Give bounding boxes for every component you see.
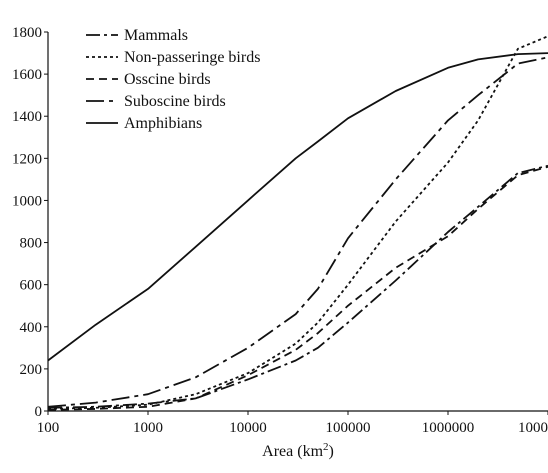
y-tick-label: 1000 <box>12 193 42 209</box>
x-tick-label: 10000000 <box>518 420 548 436</box>
y-tick-label: 800 <box>20 236 43 252</box>
x-tick-label: 1000 <box>133 420 163 436</box>
x-axis-label: Area (km2) <box>262 441 334 460</box>
y-tick-label: 0 <box>35 404 43 420</box>
series-line-4 <box>47 52 548 362</box>
x-tick-label: 100000 <box>326 420 371 436</box>
y-tick-label: 200 <box>20 362 43 378</box>
legend-label: Mammals <box>124 27 188 44</box>
x-tick-label: 100 <box>37 420 60 436</box>
y-tick-label: 1200 <box>12 151 42 167</box>
axes: 0 200 400 600 800 1000 1200 1400 1600 1800 100 1000… <box>12 25 548 436</box>
y-tick-label: 1800 <box>12 25 42 41</box>
y-tick-label: 1400 <box>12 109 42 125</box>
legend-label: Amphibians <box>124 115 202 132</box>
y-tick-label: 1600 <box>12 67 42 83</box>
legend-label: Suboscine birds <box>124 93 226 110</box>
x-tick-label: 1000000 <box>422 420 475 436</box>
legend-label: Osscine birds <box>124 71 211 88</box>
y-tick-label: 400 <box>20 320 43 336</box>
x-tick-label: 10000 <box>229 420 267 436</box>
series-line-1 <box>47 35 548 410</box>
y-tick-label: 600 <box>20 278 43 294</box>
legend-label: Non-passeringe birds <box>124 49 260 66</box>
series-line-3 <box>47 56 548 408</box>
series-line-2 <box>47 165 548 411</box>
series-line-0 <box>47 164 548 409</box>
series-layer <box>47 35 548 411</box>
legend: Mammals Non-passeringe birds Osscine birds… <box>86 27 260 132</box>
